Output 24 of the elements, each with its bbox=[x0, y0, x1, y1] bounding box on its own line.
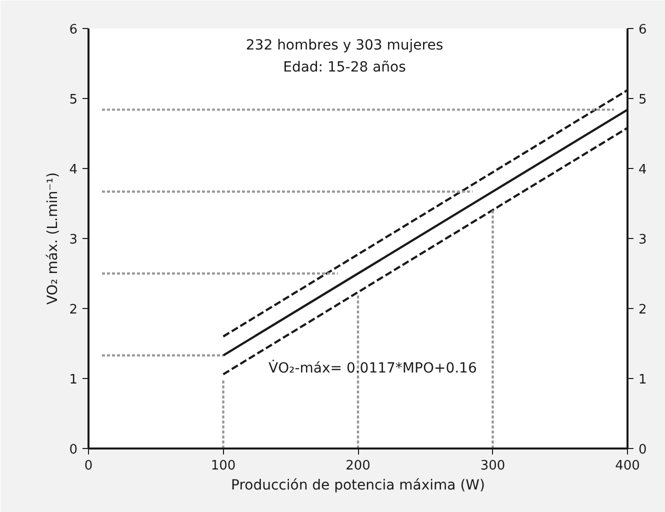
y-tick-label: 2 bbox=[69, 302, 78, 318]
y2-tick-label: 5 bbox=[638, 92, 647, 108]
y-tick-label: 4 bbox=[69, 162, 78, 178]
y2-tick-label: 3 bbox=[638, 232, 647, 248]
y2-tick-label: 2 bbox=[638, 302, 647, 318]
text: Edad: 15-28 años bbox=[283, 60, 406, 76]
y-tick-label: 1 bbox=[69, 372, 78, 388]
y-tick-label: 5 bbox=[69, 92, 78, 108]
text: 232 hombres y 303 mujeres bbox=[246, 38, 444, 54]
y-tick-label: 3 bbox=[69, 232, 78, 248]
annotation: V̇O₂-máx= 0.0117*MPO+0.16 bbox=[268, 358, 477, 376]
y2-tick-label: 4 bbox=[638, 162, 647, 178]
y2-tick-label: 6 bbox=[638, 22, 647, 38]
x-tick-label: 200 bbox=[346, 458, 370, 474]
y2-tick-label: 1 bbox=[638, 372, 647, 388]
y-tick-label: 0 bbox=[69, 442, 78, 458]
x-tick-label: 0 bbox=[84, 458, 93, 474]
x-tick-label: 400 bbox=[615, 458, 640, 474]
y-axis-title: VO₂ máx. (L.min⁻¹) bbox=[45, 172, 62, 305]
x-tick-label: 300 bbox=[480, 458, 506, 474]
y-tick-label: 6 bbox=[69, 22, 78, 38]
x-axis-title: Producción de potencia máxima (W) bbox=[231, 478, 485, 494]
x-tick-label: 100 bbox=[210, 458, 236, 474]
y2-tick-label: 0 bbox=[638, 442, 647, 458]
